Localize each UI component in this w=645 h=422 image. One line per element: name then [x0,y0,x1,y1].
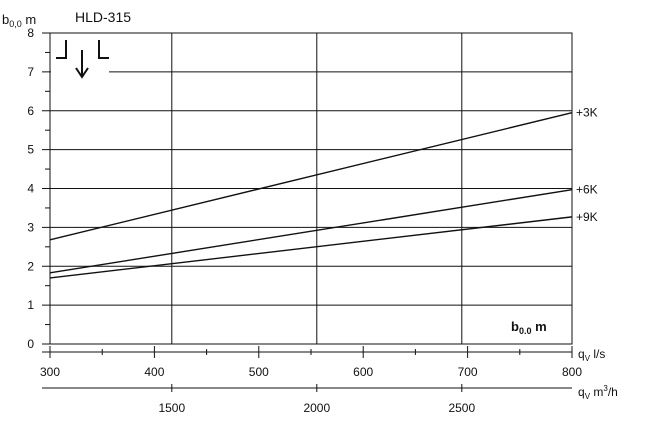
chart-title: HLD-315 [75,9,131,25]
series-label: +6K [576,183,598,197]
x-ticks-ls: 300 400 500 600 700 800 [40,346,582,379]
x-tick-label-ls: 800 [562,365,582,379]
y-tick-label: 5 [27,143,34,157]
y-tick-label: 8 [27,26,34,40]
y-tick-label: 4 [27,182,34,196]
grid [50,33,572,344]
series-line [49,188,573,274]
x-tick-label-ls: 700 [458,365,478,379]
y-tick-label: 0 [27,337,34,351]
y-tick-label: 6 [27,104,34,118]
series-line [49,112,573,241]
x-tick-label-m3h: 1500 [158,401,185,415]
symbol-box [51,34,109,86]
series-labels: +3K +6K +9K [576,106,598,224]
series-label: +3K [576,106,598,120]
y-tick-label: 2 [27,259,34,273]
x-ticks-m3h: 1500 2000 2500 [158,384,475,415]
air-diffuser-icon [56,40,109,79]
x-tick-label-ls: 400 [144,365,164,379]
series-group [49,112,573,279]
ticks: 0 1 2 3 4 5 6 7 8 [27,26,50,351]
series-label: +9K [576,210,598,224]
inside-label: b0.0 m [511,319,547,336]
y-tick-label: 1 [27,298,34,312]
x-tick-label-ls: 600 [353,365,373,379]
x-axis-label-m3h: qV m3/h [578,384,618,401]
y-tick-label: 3 [27,220,34,234]
series-line [49,216,573,279]
y-axis-label: b0,0 m [2,12,36,29]
y-tick-label: 7 [27,65,34,79]
x-tick-label-m3h: 2000 [303,401,330,415]
x-tick-label-ls: 300 [40,365,60,379]
x-tick-label-ls: 500 [249,365,269,379]
x-axis-label-ls: qV l/s [578,347,605,363]
x-tick-label-m3h: 2500 [448,401,475,415]
